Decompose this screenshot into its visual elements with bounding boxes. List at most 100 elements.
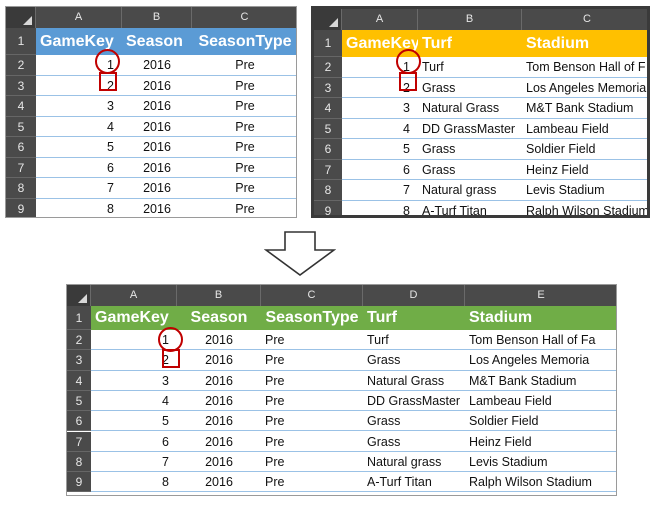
row-number[interactable]: 4	[67, 370, 91, 391]
row-number[interactable]: 2	[67, 330, 91, 351]
column-header-a[interactable]: A	[342, 9, 418, 30]
table-cell[interactable]: Pre	[261, 432, 363, 452]
table-cell[interactable]: Soldier Field	[522, 139, 647, 160]
table-cell[interactable]: Turf	[418, 57, 522, 78]
table-cell[interactable]: 8	[342, 201, 418, 216]
table-cell[interactable]: M&T Bank Stadium	[522, 98, 647, 119]
column-header-b[interactable]: B	[418, 9, 522, 30]
table-cell[interactable]: 5	[91, 411, 177, 432]
table-cell[interactable]: Grass	[418, 160, 522, 180]
header-cell-seasontype[interactable]: SeasonType	[198, 33, 292, 50]
column-header-c[interactable]: C	[522, 9, 647, 30]
table-cell[interactable]: 4	[342, 119, 418, 139]
table-cell[interactable]: 3	[342, 98, 418, 119]
header-cell-season[interactable]: Season	[190, 309, 248, 326]
column-header-e[interactable]: E	[465, 285, 616, 306]
table-cell[interactable]: 2016	[177, 432, 261, 452]
header-cell-gamekey[interactable]: GameKey	[95, 309, 169, 326]
table-cell[interactable]: Natural Grass	[418, 98, 522, 119]
table-cell[interactable]: 2016	[122, 199, 192, 218]
row-number[interactable]: 8	[67, 451, 91, 473]
header-cell-turf[interactable]: Turf	[367, 309, 397, 326]
table-cell[interactable]: 2016	[122, 55, 192, 76]
table-cell[interactable]: Grass	[418, 139, 522, 160]
row-number[interactable]: 8	[6, 178, 36, 199]
table-cell[interactable]: 4	[91, 391, 177, 412]
table-cell[interactable]: 5	[342, 139, 418, 160]
table-cell[interactable]: Grass	[363, 350, 465, 371]
table-cell[interactable]: 3	[91, 371, 177, 391]
table-cell[interactable]: 2016	[177, 330, 261, 351]
column-header-a[interactable]: A	[36, 7, 122, 28]
table-cell[interactable]: Pre	[192, 76, 296, 96]
row-number[interactable]: 5	[67, 390, 91, 412]
table-cell[interactable]: 2016	[177, 411, 261, 432]
table-cell[interactable]: DD GrassMaster	[418, 119, 522, 139]
table-cell[interactable]: Pre	[261, 330, 363, 351]
table-cell[interactable]: 2	[342, 78, 418, 98]
row-number[interactable]: 3	[314, 77, 342, 98]
table-cell[interactable]: Soldier Field	[465, 411, 616, 432]
table-cell[interactable]: 2016	[177, 391, 261, 412]
row-number[interactable]: 6	[314, 139, 342, 160]
row-number[interactable]: 7	[6, 157, 36, 178]
table-cell[interactable]: Pre	[192, 55, 296, 76]
select-all-corner[interactable]	[314, 9, 342, 30]
row-number[interactable]: 4	[6, 96, 36, 117]
select-all-corner[interactable]	[67, 285, 91, 306]
row-number[interactable]: 4	[314, 98, 342, 119]
select-all-corner[interactable]	[6, 7, 36, 28]
table-cell[interactable]: 3	[36, 96, 122, 117]
row-number[interactable]: 5	[6, 116, 36, 137]
table-cell[interactable]: Los Angeles Memoria	[522, 78, 647, 98]
table-cell[interactable]: Tom Benson Hall of Fa	[465, 330, 616, 351]
table-cell[interactable]: DD GrassMaster	[363, 391, 465, 412]
header-cell-season[interactable]: Season	[126, 33, 183, 50]
table-cell[interactable]: A-Turf Titan	[418, 201, 522, 216]
table-cell[interactable]: 6	[342, 160, 418, 180]
header-cell-turf[interactable]: Turf	[422, 35, 452, 52]
table-cell[interactable]: Pre	[261, 411, 363, 432]
column-header-c[interactable]: C	[261, 285, 363, 306]
row-number[interactable]: 6	[67, 411, 91, 432]
table-cell[interactable]: Ralph Wilson Stadium	[522, 201, 647, 216]
table-cell[interactable]: Natural Grass	[363, 371, 465, 391]
row-number[interactable]: 9	[314, 200, 342, 215]
row-number[interactable]: 1	[314, 30, 342, 57]
table-cell[interactable]: Pre	[261, 452, 363, 473]
table-cell[interactable]: 8	[91, 472, 177, 493]
column-header-a[interactable]: A	[91, 285, 177, 306]
header-cell-stadium[interactable]: Stadium	[469, 309, 533, 326]
table-cell[interactable]: Pre	[192, 178, 296, 199]
column-header-b[interactable]: B	[122, 7, 192, 28]
table-cell[interactable]: Tom Benson Hall of F	[522, 57, 647, 78]
column-header-d[interactable]: D	[363, 285, 465, 306]
table-cell[interactable]: 5	[36, 137, 122, 158]
table-cell[interactable]: Lambeau Field	[465, 391, 616, 412]
header-cell-gamekey[interactable]: GameKey	[40, 33, 114, 50]
table-cell[interactable]: Heinz Field	[465, 432, 616, 452]
table-cell[interactable]: M&T Bank Stadium	[465, 371, 616, 391]
column-header-b[interactable]: B	[177, 285, 261, 306]
table-cell[interactable]: 2016	[122, 178, 192, 199]
row-number[interactable]: 1	[67, 306, 91, 330]
row-number[interactable]: 9	[6, 198, 36, 217]
table-cell[interactable]: 2	[36, 76, 122, 96]
table-cell[interactable]: Grass	[363, 432, 465, 452]
table-cell[interactable]: Grass	[418, 78, 522, 98]
table-cell[interactable]: A-Turf Titan	[363, 472, 465, 493]
table-cell[interactable]: Natural grass	[363, 452, 465, 473]
table-cell[interactable]: 4	[36, 117, 122, 137]
table-cell[interactable]: Pre	[261, 472, 363, 493]
table-cell[interactable]: Heinz Field	[522, 160, 647, 180]
row-number[interactable]: 1	[6, 28, 36, 55]
table-cell[interactable]: Levis Stadium	[522, 180, 647, 201]
table-cell[interactable]: Natural grass	[418, 180, 522, 201]
row-number[interactable]: 7	[67, 431, 91, 452]
table-cell[interactable]: Pre	[192, 96, 296, 117]
row-number[interactable]: 2	[314, 57, 342, 78]
table-cell[interactable]: 6	[36, 158, 122, 178]
header-cell-stadium[interactable]: Stadium	[526, 35, 590, 52]
row-number[interactable]: 2	[6, 55, 36, 76]
table-cell[interactable]: Lambeau Field	[522, 119, 647, 139]
